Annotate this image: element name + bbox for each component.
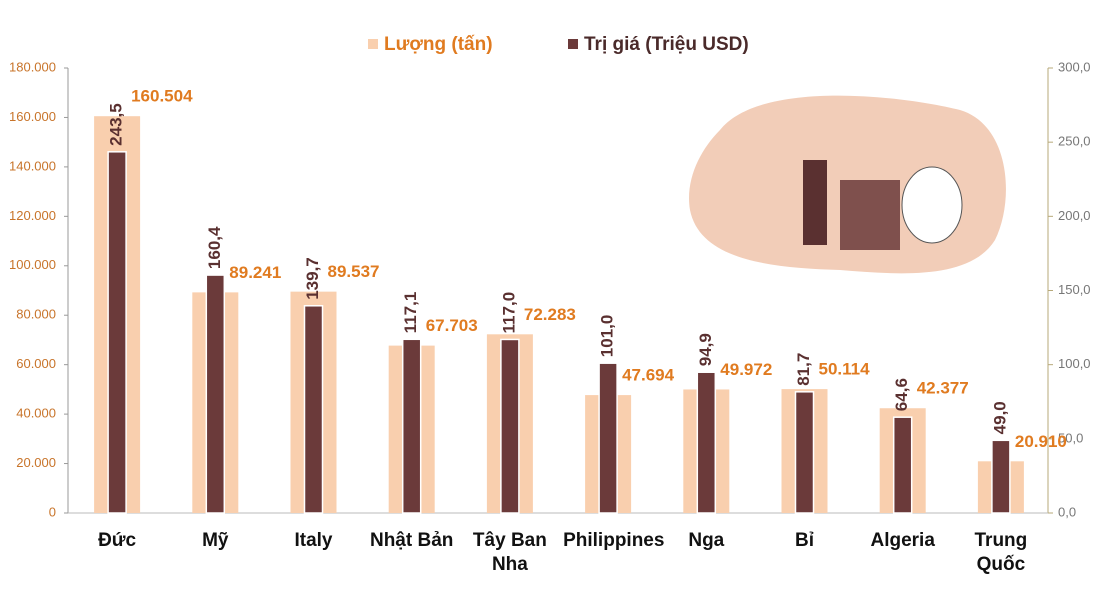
bar-value bbox=[107, 151, 127, 514]
data-label-quantity: 49.972 bbox=[720, 360, 772, 379]
data-label-value: 243,5 bbox=[107, 103, 126, 146]
data-label-quantity: 72.283 bbox=[524, 305, 576, 324]
illustration-jar bbox=[803, 160, 827, 245]
y-tick-label: 80.000 bbox=[16, 307, 56, 322]
x-tick-label: Đức bbox=[98, 530, 137, 551]
x-tick-label: Philippines bbox=[563, 530, 665, 551]
bar-value bbox=[991, 439, 1011, 514]
x-tick-label: Nhật Bản bbox=[369, 530, 454, 551]
data-label-value: 117,1 bbox=[401, 292, 420, 334]
legend-label: Trị giá (Triệu USD) bbox=[584, 34, 749, 55]
legend-swatch bbox=[368, 39, 378, 49]
data-label-quantity: 47.694 bbox=[622, 366, 675, 385]
data-label-quantity: 67.703 bbox=[426, 316, 478, 335]
data-label-value: 81,7 bbox=[794, 353, 813, 386]
data-label-value: 139,7 bbox=[303, 257, 322, 300]
x-tick-label: Italy bbox=[294, 530, 333, 551]
y-tick-label: 60.000 bbox=[16, 356, 56, 371]
x-tick-label: Mỹ bbox=[202, 530, 229, 551]
bar-value bbox=[696, 371, 717, 514]
y2-tick-label: 200,0 bbox=[1058, 208, 1091, 223]
data-label-quantity: 89.537 bbox=[328, 262, 380, 281]
bar-value bbox=[500, 338, 520, 514]
data-label-quantity: 42.377 bbox=[917, 379, 969, 398]
data-label-value: 160,4 bbox=[205, 226, 224, 269]
y-tick-label: 20.000 bbox=[16, 455, 56, 470]
data-label-quantity: 20.910 bbox=[1015, 432, 1067, 451]
y2-tick-label: 150,0 bbox=[1058, 282, 1091, 297]
illustration bbox=[689, 95, 1006, 274]
illustration-machine bbox=[840, 180, 900, 250]
data-label-value: 64,6 bbox=[892, 378, 911, 411]
y-tick-label: 180.000 bbox=[9, 59, 56, 74]
bar-value bbox=[401, 338, 422, 514]
bar-value bbox=[598, 362, 618, 514]
data-label-value: 49,0 bbox=[990, 401, 1009, 434]
y-tick-label: 160.000 bbox=[9, 109, 56, 124]
data-label-value: 101,0 bbox=[598, 315, 617, 358]
y2-tick-label: 300,0 bbox=[1058, 59, 1091, 74]
illustration-kettle bbox=[901, 166, 963, 244]
y2-tick-label: 100,0 bbox=[1058, 356, 1091, 371]
y-tick-label: 120.000 bbox=[9, 208, 56, 223]
data-label-quantity: 89.241 bbox=[229, 263, 281, 282]
y2-tick-label: 0,0 bbox=[1058, 504, 1076, 519]
y2-tick-label: 50,0 bbox=[1058, 430, 1083, 445]
x-tick-label: Tây Ban Nha bbox=[472, 530, 547, 575]
data-label-quantity: 50.114 bbox=[819, 360, 871, 379]
x-tick-label: Bỉ bbox=[795, 530, 814, 551]
y-tick-label: 100.000 bbox=[9, 257, 56, 272]
x-tick-label: Algeria bbox=[870, 530, 935, 551]
y-tick-label: 140.000 bbox=[9, 158, 56, 173]
bar-value bbox=[205, 274, 226, 514]
bar-value bbox=[794, 391, 815, 514]
data-label-value: 117,0 bbox=[499, 292, 518, 334]
y-tick-label: 40.000 bbox=[16, 406, 56, 421]
x-tick-label: Trung Quốc bbox=[974, 530, 1028, 575]
legend-swatch bbox=[568, 39, 578, 49]
bar-value bbox=[303, 305, 324, 514]
y-tick-label: 0 bbox=[49, 504, 56, 519]
x-tick-label: Nga bbox=[688, 530, 725, 551]
data-label-quantity: 160.504 bbox=[131, 87, 193, 106]
bar-value bbox=[892, 416, 913, 514]
legend-label: Lượng (tấn) bbox=[384, 34, 493, 55]
data-label-value: 94,9 bbox=[696, 333, 715, 366]
y2-tick-label: 250,0 bbox=[1058, 134, 1091, 149]
